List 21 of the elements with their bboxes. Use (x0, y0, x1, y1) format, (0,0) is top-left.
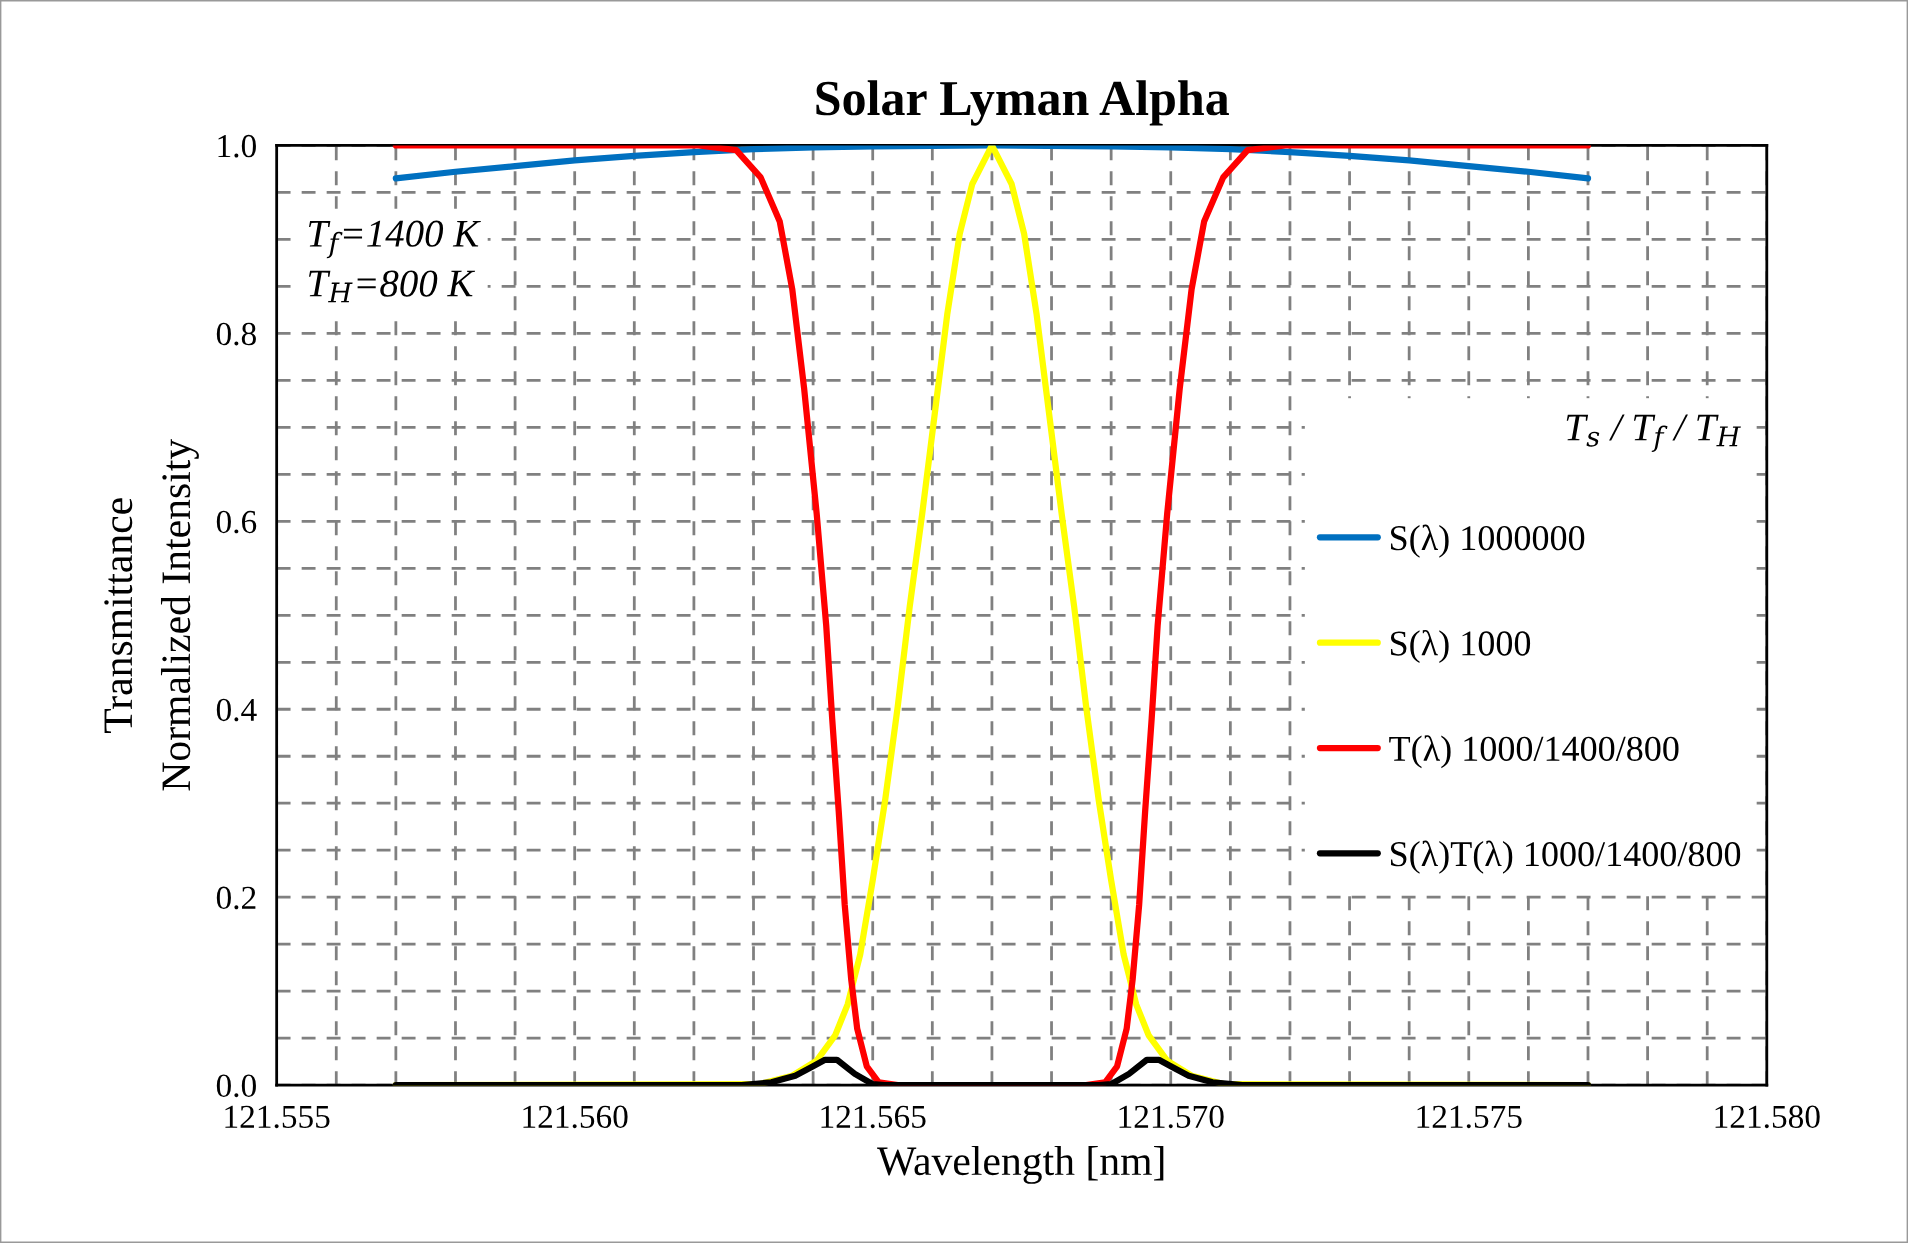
x-tick-label: 121.555 (225, 1105, 330, 1129)
x-axis-title: Wavelength [nm] (877, 1145, 1164, 1184)
legend-label: S(λ)T(λ) 1000/1400/800 (1390, 840, 1741, 874)
y-axis-title: Transmittance Normalized Intensity (104, 439, 199, 791)
legend-label: S(λ) 1000 (1390, 629, 1531, 663)
annotation: T$_{f}$=1400 K T$_{H}$=800 K (309, 220, 481, 303)
x-tick-label: 121.560 (523, 1105, 628, 1129)
x-tick-label: 121.565 (821, 1105, 926, 1129)
legend-label: T(λ) 1000/1400/800 (1389, 735, 1679, 769)
x-tick-label: 121.570 (1119, 1105, 1224, 1129)
chart-title: Solar Lyman Alpha (816, 80, 1229, 126)
legend-title: T$_{s}$ / T$_{f}$/ T$_{H}$ (1566, 414, 1741, 452)
y-tick-label: 1.0 (218, 134, 256, 158)
x-tick-label: 121.575 (1417, 1105, 1522, 1129)
y-tick-label: 0.8 (216, 322, 256, 346)
y-tick-label: 0.2 (216, 886, 256, 910)
x-tick-label: 121.580 (1715, 1105, 1820, 1129)
y-tick-label: 0.4 (216, 698, 257, 722)
y-tick-label: 0.0 (216, 1074, 256, 1098)
legend-label: S(λ) 1000000 (1390, 524, 1585, 558)
y-tick-label: 0.6 (216, 510, 257, 534)
